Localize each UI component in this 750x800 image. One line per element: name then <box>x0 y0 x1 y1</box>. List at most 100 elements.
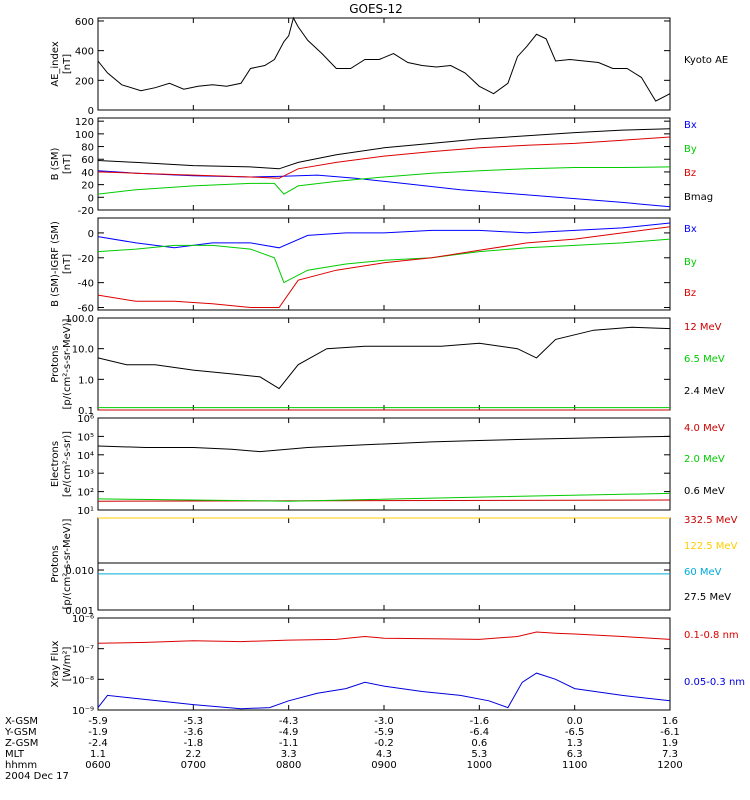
y-tick-label: 120 <box>75 117 94 128</box>
x-row-value: -5.9 <box>374 727 394 738</box>
x-row-value: 5.3 <box>471 749 487 760</box>
x-row-value: -6.1 <box>660 727 680 738</box>
y-tick-label: 1.0 <box>78 375 94 386</box>
legend-entry: 122.5 MeV <box>684 541 738 552</box>
panel-3: 0 -20 -40 -60 B (SM)-IGRF (SM) [nT] Bx By Bz <box>50 217 697 315</box>
x-row-value: 0.6 <box>471 738 487 749</box>
y-axis-label: AE_index <box>50 41 61 87</box>
y-axis-label: [e/(cm²-s-sr)] <box>62 431 73 497</box>
y-axis-label: Protons <box>50 545 61 582</box>
y-tick-label: -60 <box>78 304 94 315</box>
x-row-value: -1.9 <box>88 727 108 738</box>
y-axis-label: B (SM)-IGRF (SM) <box>50 221 61 307</box>
x-row-label: Z-GSM <box>5 738 38 749</box>
y-axis-label: [nT] <box>62 154 73 174</box>
legend-entry: Bx <box>684 224 697 235</box>
legend-entry: 12 MeV <box>684 322 722 333</box>
legend-entry: Kyoto AE <box>684 55 728 66</box>
series-line <box>97 672 671 710</box>
x-row-label: hhmm <box>5 760 37 771</box>
legend-entry: 0.05-0.3 nm <box>684 677 745 688</box>
y-tick-label: 0 <box>88 193 94 204</box>
x-row-value: -3.6 <box>184 727 204 738</box>
legend-entry: Bx <box>684 120 697 131</box>
legend-entry: 4.0 MeV <box>684 423 725 434</box>
y-tick-label: 10⁻⁷ <box>72 645 94 656</box>
date-label: 2004 Dec 17 <box>5 771 69 782</box>
y-tick-label: 100 <box>75 130 94 141</box>
x-row-label: X-GSM <box>5 716 38 727</box>
x-row-value: 1000 <box>467 760 492 771</box>
legend-entry: By <box>684 257 697 268</box>
legend-entry: Bz <box>684 288 696 299</box>
series-line <box>97 631 671 644</box>
panel-frame <box>97 517 671 611</box>
x-row-value: -1.6 <box>470 716 490 727</box>
y-tick-label: 10³ <box>77 469 94 480</box>
x-row-value: 6.3 <box>567 749 583 760</box>
x-row-value: -2.4 <box>88 738 108 749</box>
y-tick-label: -20 <box>78 254 94 265</box>
y-tick-label: -20 <box>78 206 94 217</box>
y-tick-label: 100.0 <box>65 314 94 325</box>
panel-4: 100.0 10.0 1.0 0.1 Protons [p/(cm²-s-sr-MeV)]… <box>50 314 725 417</box>
series-line <box>97 128 671 170</box>
x-row-value: 1.6 <box>662 716 678 727</box>
x-row-value: 1.3 <box>567 738 583 749</box>
y-axis-label: [nT] <box>62 254 73 274</box>
y-axis-label: [W/m²] <box>62 646 73 681</box>
legend-entry: 2.0 MeV <box>684 454 725 465</box>
series-line <box>97 16 671 102</box>
series-line <box>97 435 671 453</box>
legend-entry: Bmag <box>684 192 713 203</box>
x-row-value: -3.0 <box>374 716 394 727</box>
y-tick-label: 10⁻⁸ <box>72 675 94 686</box>
y-tick-label: 10⁵ <box>77 432 94 443</box>
x-row-value: 0.0 <box>567 716 583 727</box>
x-row-value: -6.5 <box>565 727 585 738</box>
y-axis-label: B (SM) <box>50 147 61 180</box>
x-row-value: 1100 <box>562 760 587 771</box>
y-tick-label: 10.0 <box>72 345 94 356</box>
panel-frame <box>97 217 671 311</box>
x-row-value: 1200 <box>657 760 682 771</box>
x-row-value: 0800 <box>276 760 301 771</box>
y-tick-label: 200 <box>75 76 94 87</box>
series-line <box>97 326 671 390</box>
chart-title: GOES-12 <box>349 2 403 16</box>
legend-entry: By <box>684 144 697 155</box>
y-tick-label: 0 <box>88 229 94 240</box>
y-axis-label: [p/(cm²-s-sr-MeV)] <box>62 518 73 609</box>
y-tick-label: 0 <box>88 106 94 117</box>
x-row-label: MLT <box>5 749 25 760</box>
x-row-value: 7.3 <box>662 749 678 760</box>
legend-entry: Bz <box>684 168 696 179</box>
y-tick-label: 40 <box>81 168 94 179</box>
x-row-value: -4.3 <box>279 716 299 727</box>
x-row-value: 1.1 <box>90 749 106 760</box>
y-axis-label: Protons <box>50 345 61 382</box>
y-tick-label: 10⁻⁹ <box>72 706 94 717</box>
x-row-value: 0900 <box>371 760 396 771</box>
series-line <box>97 499 671 502</box>
y-tick-label: 10⁴ <box>77 451 94 462</box>
panel-frame <box>97 317 671 411</box>
panel-1: 600 400 200 0 AE_index [nT] Kyoto AE <box>50 16 728 117</box>
legend-entry: 60 MeV <box>684 567 722 578</box>
y-axis-label: Electrons <box>50 441 61 487</box>
legend-entry: 27.5 MeV <box>684 592 731 603</box>
legend-entry: 0.6 MeV <box>684 486 725 497</box>
panel-frame <box>97 17 671 111</box>
panel-frame <box>97 417 671 511</box>
x-row-value: -1.8 <box>184 738 204 749</box>
y-tick-label: 10⁶ <box>77 414 94 425</box>
x-row-value: -4.9 <box>279 727 299 738</box>
x-row-label: Y-GSM <box>4 727 37 738</box>
y-axis-label: [p/(cm²-s-sr-MeV)] <box>62 318 73 409</box>
panel-5: 10⁶ 10⁵ 10⁴ 10³ 10² 10¹ Electrons [e/(cm²-s-sr)… <box>50 414 725 517</box>
series-line <box>97 136 671 179</box>
series-line <box>97 170 671 208</box>
series-line <box>97 166 671 195</box>
